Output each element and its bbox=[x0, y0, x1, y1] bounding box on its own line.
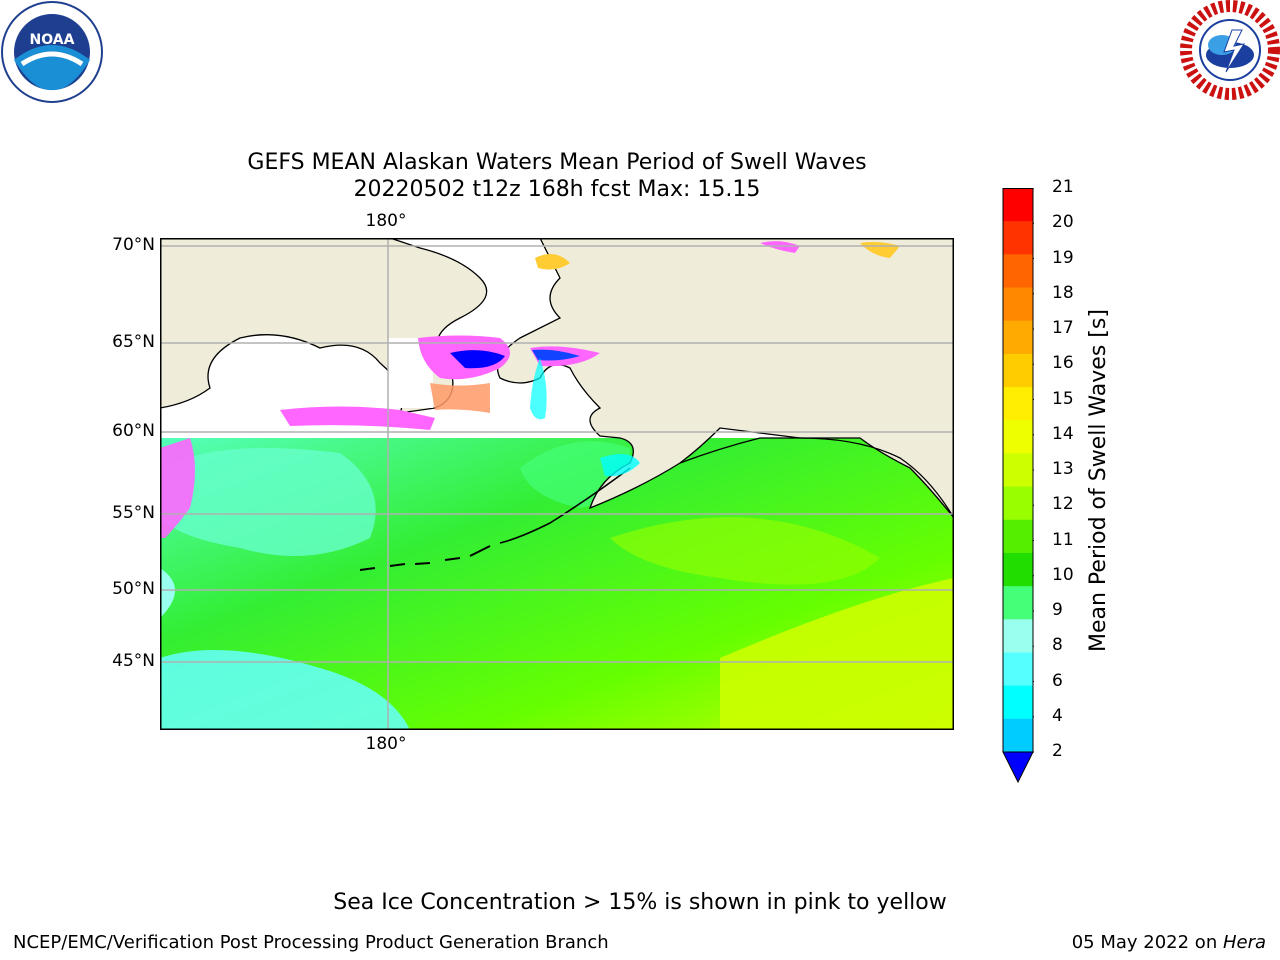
credit-right: 05 May 2022 on Hera bbox=[1072, 932, 1266, 953]
map-panel bbox=[159, 237, 955, 730]
nws-logo bbox=[1180, 0, 1280, 100]
sea-ice-note: Sea Ice Concentration > 15% is shown in … bbox=[333, 890, 947, 915]
colorbar-tick-label: 17 bbox=[1052, 318, 1074, 338]
colorbar-band bbox=[1003, 254, 1033, 289]
colorbar-tick-label: 18 bbox=[1052, 282, 1074, 303]
colorbar-tick-label: 13 bbox=[1052, 459, 1074, 479]
colorbar-band bbox=[1003, 718, 1033, 753]
colorbar-label: Mean Period of Swell Waves [s] bbox=[1086, 309, 1111, 652]
gridlines bbox=[160, 238, 954, 730]
colorbar-band bbox=[1003, 652, 1033, 687]
lat-label-55: 55°N bbox=[112, 503, 155, 523]
colorbar-band bbox=[1003, 320, 1033, 355]
colorbar-tick-label: 6 bbox=[1052, 670, 1063, 691]
colorbar-band bbox=[1003, 519, 1033, 554]
lat-label-60: 60°N bbox=[112, 421, 155, 441]
noaa-logo: NOAA bbox=[0, 0, 104, 104]
chart-title: GEFS MEAN Alaskan Waters Mean Period of … bbox=[247, 150, 867, 175]
colorbar-extend-arrow bbox=[1002, 751, 1034, 784]
colorbar-svg bbox=[1002, 187, 1034, 784]
colorbar-band bbox=[1003, 619, 1033, 653]
lat-label-70: 70°N bbox=[112, 235, 155, 255]
colorbar-band bbox=[1003, 387, 1033, 421]
credit-date: 05 May 2022 on bbox=[1071, 932, 1223, 953]
colorbar-tick-label: 12 bbox=[1052, 494, 1074, 515]
colorbar-tick-label: 14 bbox=[1052, 423, 1074, 444]
colorbar-tick-label: 15 bbox=[1052, 388, 1074, 409]
colorbar-tick-label: 4 bbox=[1052, 705, 1063, 726]
lon-label-top: 180° bbox=[365, 211, 407, 231]
colorbar-tick-label: 21 bbox=[1052, 177, 1074, 197]
lat-label-65: 65°N bbox=[112, 332, 155, 352]
colorbar-band bbox=[1003, 188, 1033, 222]
colorbar bbox=[1002, 187, 1034, 784]
colorbar-tick-label: 2 bbox=[1052, 741, 1063, 761]
map-canvas bbox=[159, 237, 955, 730]
colorbar-tick-label: 16 bbox=[1052, 353, 1074, 374]
colorbar-tick-label: 11 bbox=[1052, 529, 1074, 550]
chart-subtitle: 20220502 t12z 168h fcst Max: 15.15 bbox=[353, 177, 761, 202]
colorbar-band bbox=[1003, 486, 1033, 521]
lat-label-50: 50°N bbox=[112, 579, 155, 599]
colorbar-band bbox=[1003, 685, 1033, 720]
lon-label-bottom: 180° bbox=[365, 734, 407, 754]
credit-host: Hera bbox=[1222, 932, 1266, 953]
lat-label-45: 45°N bbox=[112, 651, 155, 671]
colorbar-tick-label: 19 bbox=[1052, 247, 1074, 268]
colorbar-tick-label: 10 bbox=[1052, 564, 1074, 585]
colorbar-tick-label: 9 bbox=[1052, 600, 1063, 620]
colorbar-tick-label: 8 bbox=[1052, 635, 1063, 656]
colorbar-tick-label: 20 bbox=[1052, 212, 1074, 233]
colorbar-band bbox=[1003, 221, 1033, 255]
colorbar-band bbox=[1003, 420, 1033, 454]
colorbar-band bbox=[1003, 287, 1033, 322]
colorbar-band bbox=[1003, 453, 1033, 488]
colorbar-band bbox=[1003, 552, 1033, 587]
noaa-logo-text: NOAA bbox=[30, 32, 75, 48]
colorbar-band bbox=[1003, 353, 1033, 388]
credit-left: NCEP/EMC/Verification Post Processing Pr… bbox=[13, 932, 609, 953]
colorbar-band bbox=[1003, 586, 1033, 620]
